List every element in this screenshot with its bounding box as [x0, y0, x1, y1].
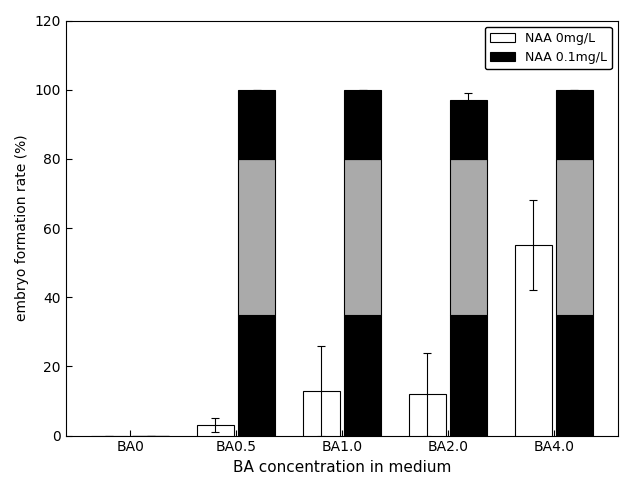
Bar	[556, 90, 593, 159]
Bar	[450, 315, 487, 436]
Bar	[344, 90, 381, 159]
Legend: NAA 0mg/L, NAA 0.1mg/L: NAA 0mg/L, NAA 0.1mg/L	[485, 27, 611, 69]
Bar	[238, 159, 275, 315]
Bar	[450, 159, 487, 315]
Bar	[344, 315, 381, 436]
Bar	[515, 245, 551, 436]
Bar	[238, 315, 275, 436]
Bar	[450, 100, 487, 159]
Bar	[556, 315, 593, 436]
Y-axis label: embryo formation rate (%): embryo formation rate (%)	[15, 135, 29, 321]
Bar	[238, 90, 275, 159]
Bar	[303, 391, 340, 436]
Bar	[556, 159, 593, 315]
Bar	[344, 159, 381, 315]
X-axis label: BA concentration in medium: BA concentration in medium	[233, 460, 451, 475]
Bar	[197, 425, 234, 436]
Bar	[409, 394, 446, 436]
